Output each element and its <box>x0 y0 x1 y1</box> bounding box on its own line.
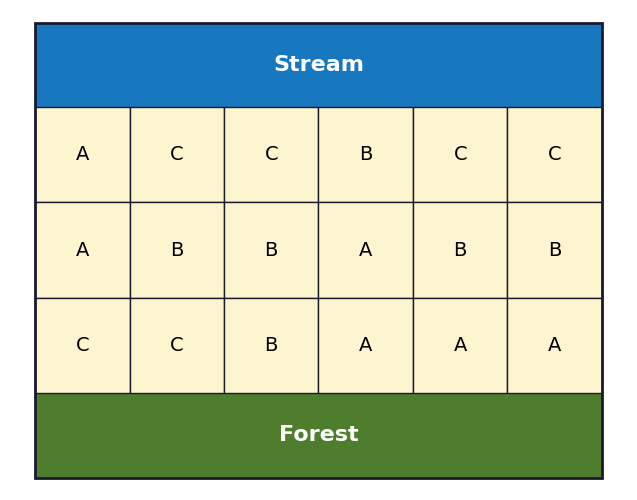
Bar <box>413 202 508 298</box>
Text: C: C <box>170 336 183 355</box>
Bar <box>35 394 602 477</box>
Bar <box>318 298 413 394</box>
Bar <box>318 202 413 298</box>
Bar <box>35 22 602 477</box>
Bar <box>224 202 318 298</box>
Text: B: B <box>454 240 467 260</box>
Text: B: B <box>170 240 183 260</box>
Text: C: C <box>75 336 89 355</box>
Text: A: A <box>454 336 467 355</box>
Text: A: A <box>76 145 89 164</box>
Bar <box>35 22 602 106</box>
Text: A: A <box>548 336 561 355</box>
Text: C: C <box>454 145 467 164</box>
Bar <box>508 202 602 298</box>
Text: A: A <box>76 240 89 260</box>
Bar <box>129 106 224 202</box>
Bar <box>35 22 602 477</box>
Bar <box>35 202 129 298</box>
Text: Forest: Forest <box>278 426 358 446</box>
Text: B: B <box>264 240 278 260</box>
Text: A: A <box>359 240 373 260</box>
Bar <box>224 106 318 202</box>
Bar <box>35 298 129 394</box>
Bar <box>129 202 224 298</box>
Bar <box>413 106 508 202</box>
Bar <box>508 298 602 394</box>
Bar <box>318 106 413 202</box>
Text: A: A <box>359 336 373 355</box>
Bar <box>508 106 602 202</box>
Bar <box>413 298 508 394</box>
Text: C: C <box>170 145 183 164</box>
Text: C: C <box>264 145 278 164</box>
Bar <box>35 106 129 202</box>
Bar <box>129 298 224 394</box>
Text: B: B <box>548 240 561 260</box>
Text: C: C <box>548 145 562 164</box>
Text: B: B <box>359 145 373 164</box>
Bar <box>224 298 318 394</box>
Text: Stream: Stream <box>273 54 364 74</box>
Text: B: B <box>264 336 278 355</box>
